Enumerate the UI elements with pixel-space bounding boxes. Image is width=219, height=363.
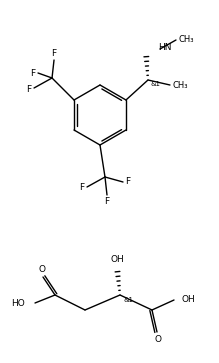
- Text: F: F: [104, 197, 110, 207]
- Text: OH: OH: [182, 295, 196, 305]
- Text: F: F: [30, 69, 35, 77]
- Text: &1: &1: [151, 81, 161, 87]
- Text: F: F: [79, 184, 85, 192]
- Text: F: F: [51, 49, 57, 57]
- Text: F: F: [26, 86, 32, 94]
- Text: CH₃: CH₃: [179, 36, 194, 45]
- Text: HN: HN: [158, 44, 171, 53]
- Text: F: F: [125, 178, 131, 187]
- Text: &1: &1: [124, 297, 134, 303]
- Text: CH₃: CH₃: [173, 81, 189, 90]
- Text: O: O: [154, 335, 161, 344]
- Text: OH: OH: [110, 254, 124, 264]
- Text: HO: HO: [11, 299, 25, 309]
- Text: O: O: [39, 265, 46, 273]
